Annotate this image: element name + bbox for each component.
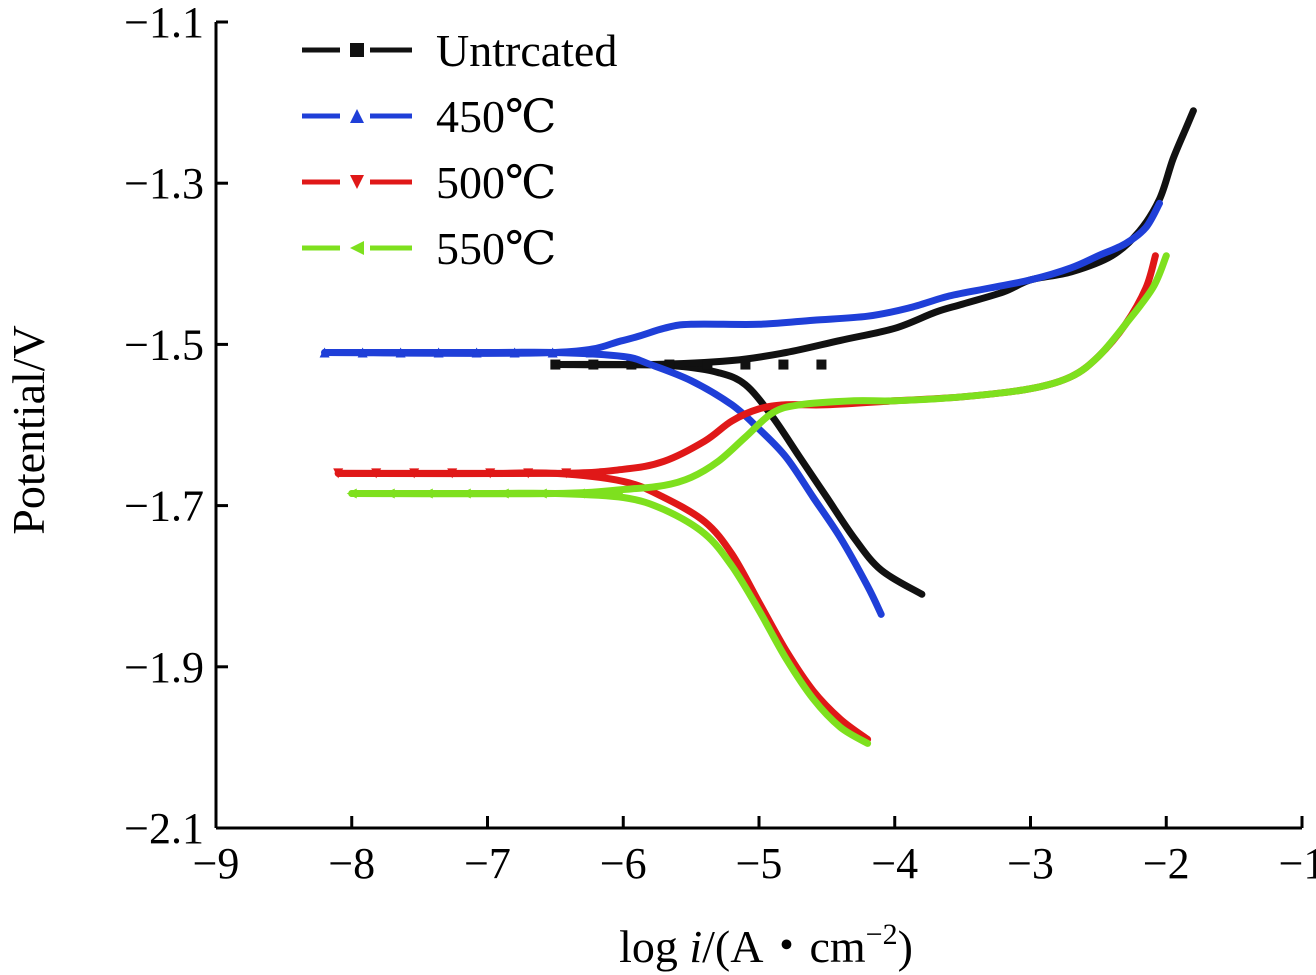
x-axis-label-prefix: log <box>619 921 689 972</box>
data-marker <box>371 468 382 479</box>
legend-marker <box>350 109 364 123</box>
axes: −9 −8 −7 −6 −5 −4 −3 −2 −1 −1.1 −1.3 −1.5 −1.7 −1.9 −2… <box>124 0 1316 888</box>
data-marker <box>333 468 344 479</box>
data-marker <box>702 359 713 370</box>
series-line-anodic <box>321 199 1163 357</box>
legend-label: 450℃ <box>436 91 556 142</box>
y-tick-label: −1.3 <box>124 159 204 208</box>
data-marker <box>523 468 534 479</box>
data-marker <box>447 468 458 479</box>
data-marker <box>409 468 420 479</box>
data-marker <box>422 488 433 499</box>
data-marker <box>588 359 599 370</box>
y-tick-label: −1.9 <box>124 643 204 692</box>
series-line-anodic <box>551 107 1197 369</box>
y-tick-label: −1.5 <box>124 320 204 369</box>
x-axis-label-var: i <box>689 921 702 972</box>
series-line-cathodic <box>321 348 885 618</box>
legend: Untrcated 450℃ 500℃ 550℃ <box>302 25 617 274</box>
series-3 <box>333 252 1159 743</box>
legend-label: Untrcated <box>436 25 617 76</box>
data-marker <box>816 359 827 370</box>
x-tick-label: −4 <box>871 839 918 888</box>
series-4 <box>346 252 1170 747</box>
data-marker <box>346 488 357 499</box>
data-marker <box>460 488 471 499</box>
series-1 <box>550 107 1197 598</box>
series-line-cathodic <box>334 469 872 743</box>
series-line-anodic <box>348 252 1170 498</box>
legend-item: 450℃ <box>302 91 556 142</box>
x-tick-label: −5 <box>736 839 783 888</box>
data-marker <box>574 488 585 499</box>
legend-marker <box>350 43 364 57</box>
x-tick-label: −6 <box>600 839 647 888</box>
data-marker <box>471 347 482 358</box>
x-axis-label-exp: −2 <box>866 918 898 951</box>
x-tick-label: −8 <box>328 839 375 888</box>
x-tick-label: −7 <box>464 839 511 888</box>
data-marker <box>561 468 572 479</box>
legend-item: Untrcated <box>302 25 617 76</box>
y-tick-label: −1.7 <box>124 482 204 531</box>
y-axis-label: Potential/V <box>3 325 54 535</box>
legend-marker <box>350 241 364 255</box>
x-tick-label: −2 <box>1143 839 1190 888</box>
legend-label: 550℃ <box>436 223 556 274</box>
data-marker <box>550 359 561 370</box>
x-tick-label: −9 <box>193 839 240 888</box>
plot-lines <box>319 107 1197 747</box>
data-marker <box>612 488 623 499</box>
data-marker <box>740 359 751 370</box>
legend-marker <box>350 175 364 189</box>
series-2 <box>319 199 1163 618</box>
data-marker <box>357 347 368 358</box>
data-marker <box>319 347 330 358</box>
data-marker <box>433 347 444 358</box>
series-line-cathodic <box>348 489 872 747</box>
x-tick-label: −1 <box>1279 839 1316 888</box>
data-marker <box>485 468 496 479</box>
y-tick-label: −2.1 <box>124 804 204 853</box>
x-tick-label: −3 <box>1007 839 1054 888</box>
legend-item: 500℃ <box>302 157 556 208</box>
data-marker <box>626 359 637 370</box>
data-marker <box>778 359 789 370</box>
data-marker <box>599 468 610 479</box>
data-marker <box>498 488 509 499</box>
x-axis-label-close: ) <box>898 921 913 972</box>
x-axis-label: log i/(A・cm−2) <box>619 918 913 972</box>
data-marker <box>395 347 406 358</box>
data-marker <box>585 347 596 358</box>
legend-label: 500℃ <box>436 157 556 208</box>
x-axis-label-suffix: /(A・cm <box>702 921 866 972</box>
data-marker <box>384 488 395 499</box>
data-marker <box>664 359 675 370</box>
legend-item: 550℃ <box>302 223 556 274</box>
y-tick-label: −1.1 <box>124 0 204 47</box>
data-marker <box>509 347 520 358</box>
data-marker <box>547 347 558 358</box>
data-marker <box>536 488 547 499</box>
